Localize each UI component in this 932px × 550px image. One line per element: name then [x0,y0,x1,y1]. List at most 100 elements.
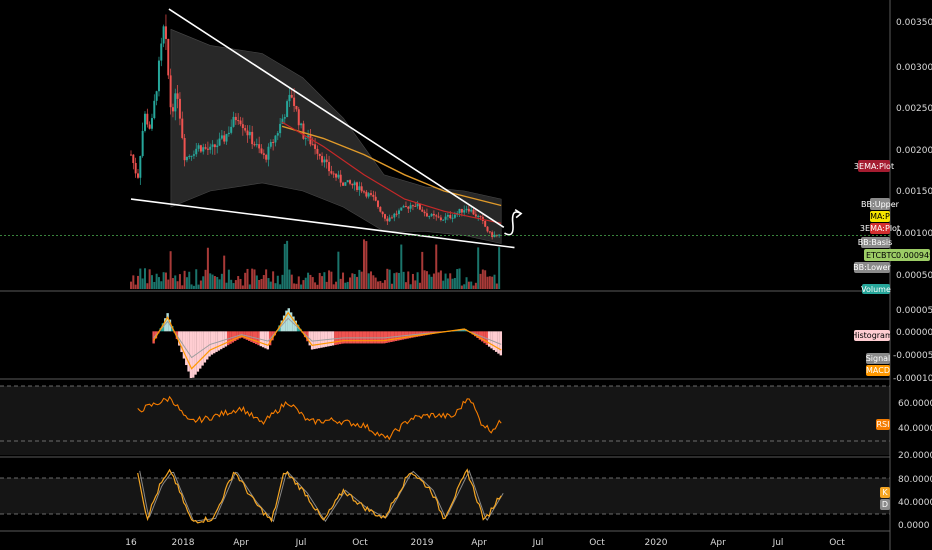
candle-body [262,153,265,155]
candle-body [130,154,132,156]
candle-body [195,148,198,155]
rsi-tick: 20.0000 [898,451,932,461]
volume-bar [283,243,286,289]
candle-body [304,138,307,140]
candle-body [446,214,449,217]
volume-bar [402,271,405,289]
volume-bar [372,275,375,289]
candle-body [183,137,186,161]
candle-body [486,226,489,232]
rsi-axis[interactable]: 60.0000 40.0000 20.0000 [898,399,932,461]
volume-bar [258,279,261,289]
macd-histogram-bar [499,331,503,356]
volume-bar [458,268,461,289]
volume-bar [481,269,484,289]
candle-body [274,135,277,143]
volume-bar [325,281,328,289]
candle-body [290,94,293,98]
candle-body [339,174,342,183]
macd-histogram-bar [192,331,195,378]
ema-tag-bg [858,160,890,172]
candle-body [213,144,216,148]
candle-body [444,216,447,220]
trendlines[interactable] [130,8,523,249]
pane-frames [0,0,891,550]
time-tick: Oct [589,538,605,548]
volume-bar [239,278,242,289]
candle-body [309,135,312,145]
volume-bar [255,275,258,289]
candle-body [209,146,212,150]
macd-histogram-bar [217,331,221,351]
volume-bar [330,271,333,289]
volume-bar [150,275,153,289]
volume-bar [246,268,249,289]
volume-bar [223,255,226,289]
volume-bar [409,284,412,289]
time-tick: 16 [125,538,137,548]
candle-body [188,156,191,158]
last-price-tag-bg [864,249,930,261]
volume-bar [148,269,151,289]
candle-body [220,135,223,139]
stoch-band [0,478,890,514]
volume-bar [288,269,291,289]
bb-upper-tag: BB:Upper [861,200,900,209]
candle-body [383,214,386,219]
macd-tag-bg [866,365,890,376]
bb-upper-tag-bg [870,198,890,210]
candle-body [346,180,349,183]
volume-bar [435,244,438,289]
volume-bar [456,269,459,289]
volume-bar [383,280,386,289]
candle-body [311,144,314,146]
candle-body [442,219,445,221]
volume-tag: Volume [861,285,891,294]
volume-bar [449,273,452,289]
volume-bar [195,269,198,289]
volume-bar [160,281,163,289]
volume-bar [418,282,421,289]
macd-histogram-bar [196,331,200,372]
volume-bar [174,275,177,289]
volume-bar [314,282,317,289]
candle-body [192,154,195,156]
volume-bar [465,277,468,289]
candle-body [395,213,398,215]
rsi-pane [137,395,502,441]
time-axis[interactable]: 16 2018 Apr Jul Oct 2019 Apr Jul Oct 202… [125,538,845,548]
macd-histogram-bar [189,331,193,379]
volume-bar [393,273,396,289]
candle-body [435,215,438,217]
volume-bar [467,281,470,289]
candle-body [171,107,174,112]
volume-bar [344,282,347,289]
time-tick: Apr [471,538,487,548]
macd-histogram-bar [331,331,335,346]
signal-tag-bg [866,353,890,364]
volume-bar [220,273,223,289]
volume-bar [302,280,305,289]
candle-body [463,210,466,213]
macd-histogram-bar [203,331,207,363]
macd-histogram-bar [261,331,265,348]
candle-body [372,194,375,197]
candle-body [153,100,156,119]
volume-bar [363,239,366,289]
volume-bar [153,281,156,289]
candle-body [477,215,480,217]
volume-bar [353,274,356,289]
time-tick: Apr [233,538,249,548]
stoch-axis[interactable]: 80.0000 40.0000 0.0000 [898,475,932,531]
candle-body [470,209,473,212]
macd-histogram-bar [215,331,218,352]
legend-tags[interactable]: 3EMA:Plot BB:Upper 3EMA:Plot 3EMA:Plot B… [851,160,932,510]
candle-body [288,94,291,102]
